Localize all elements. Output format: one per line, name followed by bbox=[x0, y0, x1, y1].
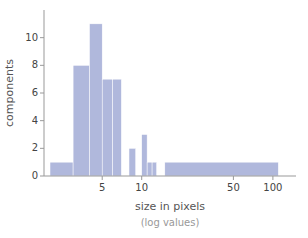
y-tick-label: 6 bbox=[32, 87, 38, 98]
x-tick-label: 50 bbox=[227, 182, 240, 193]
bar bbox=[152, 162, 157, 176]
x-tick bbox=[102, 176, 103, 180]
bar bbox=[147, 162, 152, 176]
y-tick-label: 10 bbox=[25, 32, 38, 43]
x-tick bbox=[141, 176, 142, 180]
x-tick-label: 10 bbox=[135, 182, 148, 193]
y-tick bbox=[40, 148, 44, 149]
chart: 0 2 4 6 8 10 5 10 50 100 size in pixels (log values… bbox=[0, 0, 308, 238]
x-axis-line bbox=[44, 176, 296, 177]
bar bbox=[89, 24, 102, 176]
bar bbox=[129, 148, 136, 176]
y-tick-label: 8 bbox=[32, 59, 38, 70]
x-tick bbox=[272, 176, 273, 180]
y-tick bbox=[40, 37, 44, 38]
x-axis-subtitle: (log values) bbox=[141, 217, 200, 228]
x-tick-label: 100 bbox=[263, 182, 282, 193]
y-tick bbox=[40, 176, 44, 177]
bar bbox=[113, 79, 122, 176]
y-tick bbox=[40, 93, 44, 94]
x-tick-label: 5 bbox=[99, 182, 105, 193]
bar bbox=[102, 79, 112, 176]
y-axis-line bbox=[44, 10, 45, 176]
bars bbox=[50, 24, 278, 176]
y-tick-label: 0 bbox=[32, 170, 38, 181]
y-tick-label: 4 bbox=[32, 115, 38, 126]
y-tick-label: 2 bbox=[32, 142, 38, 153]
x-axis-label: size in pixels bbox=[135, 200, 205, 213]
bar bbox=[165, 162, 279, 176]
y-tick bbox=[40, 120, 44, 121]
x-tick bbox=[233, 176, 234, 180]
y-axis-label: components bbox=[3, 59, 16, 127]
bar bbox=[142, 135, 147, 177]
y-tick bbox=[40, 65, 44, 66]
bar bbox=[50, 162, 73, 176]
bar bbox=[73, 65, 89, 176]
